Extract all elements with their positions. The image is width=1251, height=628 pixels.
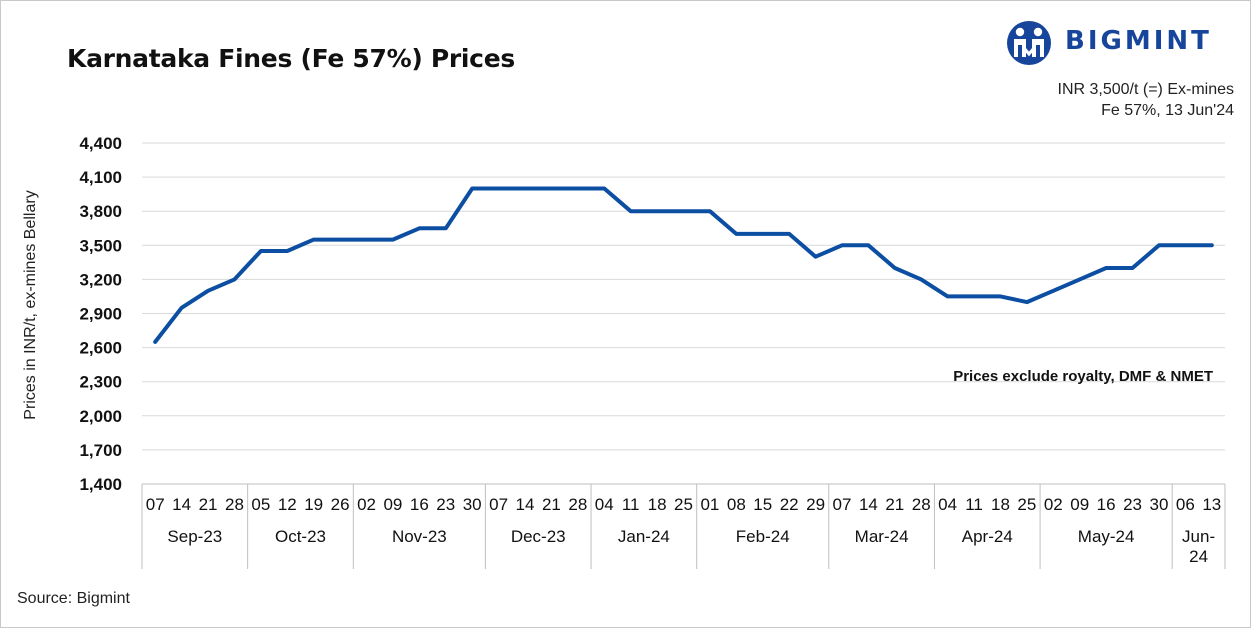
- y-tick-label: 3,800: [79, 202, 122, 221]
- month-label: Feb-24: [736, 527, 790, 546]
- x-tick-label: 07: [146, 495, 165, 514]
- x-tick-label: 30: [1150, 495, 1169, 514]
- month-label: Oct-23: [275, 527, 326, 546]
- x-tick-label: 14: [172, 495, 191, 514]
- x-tick-label: 28: [912, 495, 931, 514]
- x-tick-label: 12: [278, 495, 297, 514]
- x-tick-label: 25: [1017, 495, 1036, 514]
- y-tick-label: 3,500: [79, 236, 122, 255]
- x-tick-label: 09: [1070, 495, 1089, 514]
- x-tick-label: 23: [1123, 495, 1142, 514]
- month-label: Apr-24: [962, 527, 1013, 546]
- x-tick-label: 16: [410, 495, 429, 514]
- x-tick-label: 13: [1202, 495, 1221, 514]
- x-tick-label: 02: [357, 495, 376, 514]
- x-tick-label: 14: [859, 495, 878, 514]
- x-tick-label: 15: [753, 495, 772, 514]
- x-tick-label: 16: [1097, 495, 1116, 514]
- y-tick-label: 2,000: [79, 407, 122, 426]
- month-label: Sep-23: [167, 527, 222, 546]
- y-tick-label: 1,400: [79, 475, 122, 494]
- price-info: INR 3,500/t (=) Ex-mines Fe 57%, 13 Jun'…: [1058, 79, 1235, 121]
- bigmint-logo-text: BIGMINT: [1065, 26, 1212, 56]
- bigmint-logo: BIGMINT: [1005, 20, 1240, 66]
- x-tick-label: 21: [199, 495, 218, 514]
- price-series-line: [153, 186, 1214, 344]
- month-label: 24: [1189, 547, 1208, 566]
- x-tick-label: 26: [331, 495, 350, 514]
- price-info-line-2: Fe 57%, 13 Jun'24: [1101, 102, 1234, 119]
- chart-title: Karnataka Fines (Fe 57%) Prices: [67, 44, 515, 73]
- x-tick-label: 14: [516, 495, 535, 514]
- month-label: May-24: [1078, 527, 1135, 546]
- x-tick-label: 25: [674, 495, 693, 514]
- month-label: Mar-24: [855, 527, 909, 546]
- x-tick-label: 11: [965, 495, 983, 514]
- x-tick-label: 28: [225, 495, 244, 514]
- x-tick-label: 07: [833, 495, 852, 514]
- y-tick-label: 3,200: [79, 270, 122, 289]
- price-note: Prices exclude royalty, DMF & NMET: [953, 368, 1213, 385]
- y-tick-label: 2,900: [79, 305, 122, 324]
- x-tick-label: 07: [489, 495, 508, 514]
- x-tick-label: 04: [938, 495, 957, 514]
- y-tick-label: 2,600: [79, 339, 122, 358]
- x-tick-label: 11: [622, 495, 640, 514]
- x-tick-label: 02: [1044, 495, 1063, 514]
- price-info-line-1: INR 3,500/t (=) Ex-mines: [1057, 81, 1235, 98]
- x-tick-label: 05: [251, 495, 270, 514]
- x-tick-label: 19: [304, 495, 323, 514]
- x-tick-label: 23: [436, 495, 455, 514]
- x-tick-label: 06: [1176, 495, 1195, 514]
- y-tick-label: 4,400: [79, 134, 122, 153]
- x-tick-label: 21: [885, 495, 904, 514]
- x-tick-label: 22: [780, 495, 799, 514]
- x-tick-label: 01: [700, 495, 719, 514]
- month-label: Jan-24: [618, 527, 670, 546]
- y-tick-label: 2,300: [79, 373, 122, 392]
- source-label: Source: Bigmint: [17, 590, 130, 607]
- x-tick-label: 18: [991, 495, 1010, 514]
- month-label: Nov-23: [392, 527, 447, 546]
- y-tick-label: 1,700: [79, 441, 122, 460]
- x-tick-label: 21: [542, 495, 561, 514]
- x-tick-label: 28: [568, 495, 587, 514]
- month-label: Jun-: [1182, 527, 1215, 546]
- x-tick-label: 30: [463, 495, 482, 514]
- x-tick-label: 09: [383, 495, 402, 514]
- x-tick-label: 04: [595, 495, 614, 514]
- y-axis-label: Prices in INR/t, ex-mines Bellary: [22, 190, 39, 419]
- y-tick-label: 4,100: [79, 168, 122, 187]
- bigmint-logo-icon: [1007, 21, 1051, 65]
- month-label: Dec-23: [511, 527, 566, 546]
- x-tick-label: 18: [648, 495, 667, 514]
- x-tick-label: 08: [727, 495, 746, 514]
- x-tick-label: 29: [806, 495, 825, 514]
